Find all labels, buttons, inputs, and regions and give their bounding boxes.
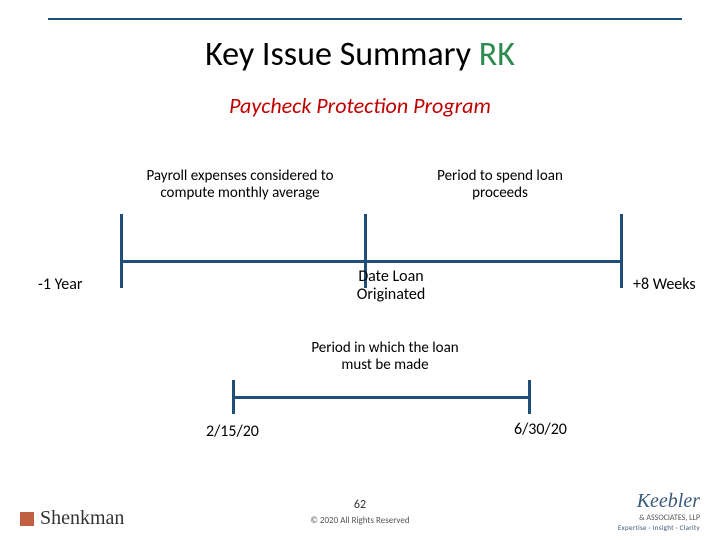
top-rule <box>48 18 682 20</box>
subtitle: Paycheck Protection Program <box>0 92 720 119</box>
timeline2-label: Period in which the loan must be made <box>300 340 470 375</box>
title-main: Key Issue Summary <box>205 34 479 75</box>
timeline1-segment1-label: Payroll expenses considered to compute m… <box>140 168 340 203</box>
logo-left-text: Shenkman <box>40 507 124 530</box>
title-suffix: RK <box>479 34 515 75</box>
page-title: Key Issue Summary RK <box>0 34 720 75</box>
logo-left: Shenkman <box>20 507 124 530</box>
logo-right: Keebler & ASSOCIATES, LLP Expertise · In… <box>618 490 700 532</box>
timeline2-line <box>232 396 530 399</box>
footer: 62 © 2020 All Rights Reserved Shenkman K… <box>0 482 720 540</box>
shenkman-icon <box>20 512 34 526</box>
timeline1-right-label: +8 Weeks <box>633 275 696 294</box>
logo-right-tag: Expertise · Insight · Clarity <box>618 523 700 532</box>
timeline1-mid-label: Date Loan Originated <box>336 268 446 303</box>
timeline1-line <box>120 260 620 263</box>
timeline2-left-date: 2/15/20 <box>206 422 259 441</box>
timeline1-segment2-label: Period to spend loan proceeds <box>420 168 580 203</box>
timeline1-tick-left <box>120 214 123 288</box>
logo-right-text: Keebler <box>637 490 700 512</box>
timeline2-right-date: 6/30/20 <box>514 420 567 439</box>
timeline1-left-label: -1 Year <box>38 275 82 294</box>
diagram-stage: Payroll expenses considered to compute m… <box>0 168 720 468</box>
timeline1-tick-right <box>620 214 623 288</box>
logo-right-assoc: & ASSOCIATES, LLP <box>618 513 700 523</box>
